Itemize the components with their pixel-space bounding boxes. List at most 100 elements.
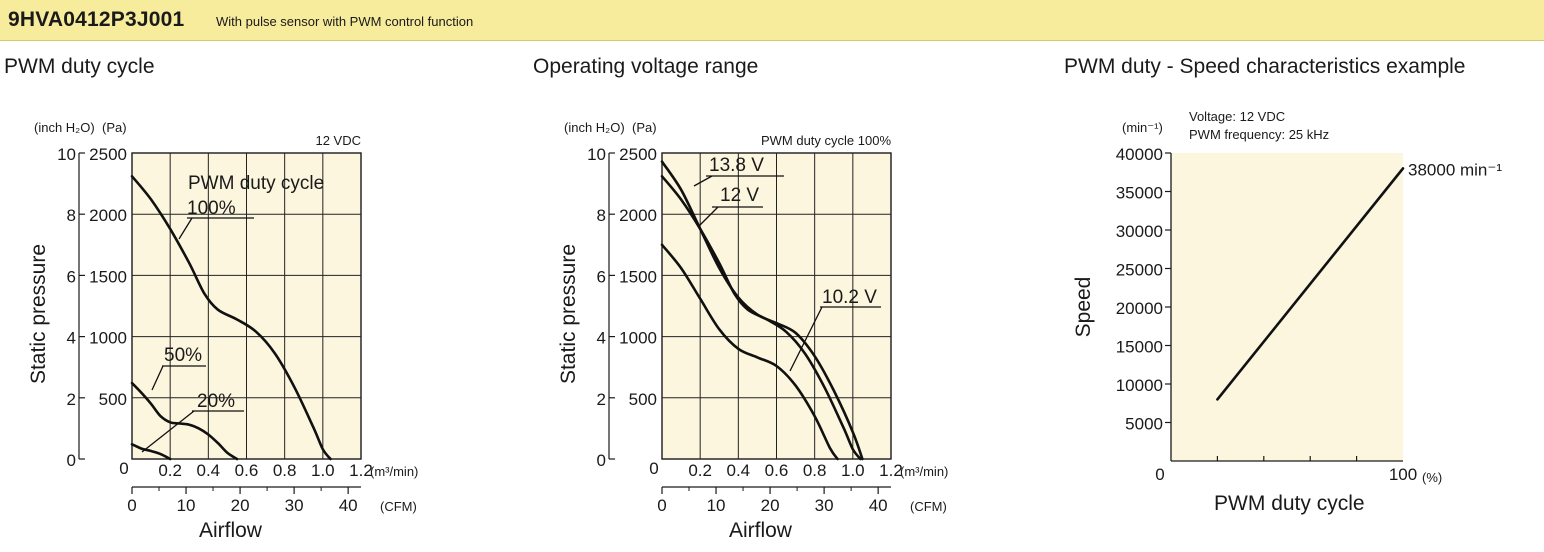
series-curve-0 [130,175,332,461]
y-axis-inch-unit: (inch H₂O) [564,120,625,135]
end-point-annotation: 38000 min⁻¹ [1408,160,1502,179]
y-axis-inch-tick-label: 4 [67,329,76,348]
x-tick-label: 0.2 [688,461,712,480]
x-axis-unit-secondary: (CFM) [380,499,417,514]
x-axis-title: Airflow [729,519,793,542]
y-axis-pa-unit: (Pa) [102,120,127,135]
x-axis-cfm-tick-label: 20 [231,496,250,515]
x-axis-cfm-tick-label: 30 [285,496,304,515]
x-tick-label: 1.2 [879,461,903,480]
y-tick-label: 1500 [619,267,657,286]
x-axis-cfm-tick-label: 0 [127,496,136,515]
x-axis-cfm-tick-label: 30 [815,496,834,515]
y-tick-label: 500 [629,390,657,409]
x-axis-unit-primary: (m³/min) [900,464,948,479]
x-tick-label: 0 [1155,465,1164,484]
y-axis-inch-tick-label: 2 [597,390,606,409]
series-label-50: 50% [164,345,202,366]
y-axis-unit: (min⁻¹) [1122,120,1163,135]
y-axis-inch-tick-label: 6 [597,267,606,286]
y-axis-inch-tick-label: 0 [597,451,606,470]
x-axis-title: PWM duty cycle [1214,492,1365,515]
y-axis-title: Static pressure [557,244,580,384]
series-label-12v: 12 V [720,185,759,206]
y-tick-label: 40000 [1116,145,1163,164]
y-tick-label: 5000 [1125,415,1163,434]
series-label-100: 100% [187,198,236,219]
y-axis-title: Static pressure [27,244,50,384]
y-axis-title: Speed [1072,277,1095,338]
y-axis-inch-tick-label: 4 [597,329,606,348]
y-axis-inch-tick-label: 10 [587,145,606,164]
leader-line [151,365,164,391]
series-curve-1 [130,381,239,461]
y-tick-label: 2000 [89,206,127,225]
leader-line [141,410,195,453]
panel-title-voltage-range: Operating voltage range [533,55,759,78]
x-tick-label: 0.8 [273,461,297,480]
panel-title-speed-characteristics: PWM duty - Speed characteristics example [1064,55,1466,78]
y-tick-label: 2000 [619,206,657,225]
series-curve-2 [660,243,839,461]
y-tick-label: 35000 [1116,184,1163,203]
x-axis-cfm-tick-label: 10 [177,496,196,515]
y-tick-label: 1000 [89,329,127,348]
y-tick-label: 2500 [619,145,657,164]
panel-title-pwm-duty: PWM duty cycle [4,55,155,78]
x-tick-label: 0 [119,459,128,478]
y-axis-inch-tick-label: 0 [67,451,76,470]
y-axis-inch-tick-label: 6 [67,267,76,286]
series-line [1216,167,1405,401]
x-tick-label: 100 [1389,465,1417,484]
x-axis-unit: (%) [1422,470,1442,485]
model-number: 9HVA0412P3J001 [8,8,185,31]
legend-title: PWM duty cycle [188,173,324,194]
leader-line [699,206,719,226]
x-tick-label: 0.4 [727,461,751,480]
x-tick-label: 1.2 [349,461,373,480]
y-tick-label: 20000 [1116,299,1163,318]
chart-condition-frequency: PWM frequency: 25 kHz [1189,127,1329,142]
x-tick-label: 1.0 [311,461,335,480]
y-tick-label: 25000 [1116,261,1163,280]
x-axis-cfm-tick-label: 40 [869,496,888,515]
y-axis-pa-unit: (Pa) [632,120,657,135]
x-axis-title: Airflow [199,519,263,542]
y-axis-inch-unit: (inch H₂O) [34,120,95,135]
x-tick-label: 1.0 [841,461,865,480]
leader-line [178,217,193,240]
y-tick-label: 30000 [1116,222,1163,241]
plot-area [1171,153,1403,461]
x-tick-label: 0.6 [765,461,789,480]
y-tick-label: 500 [99,390,127,409]
series-curve-1 [660,175,862,461]
x-tick-label: 0 [649,459,658,478]
model-description: With pulse sensor with PWM control funct… [216,14,474,29]
leader-line [693,175,713,187]
y-tick-label: 1000 [619,329,657,348]
x-axis-cfm-tick-label: 20 [761,496,780,515]
y-tick-label: 2500 [89,145,127,164]
y-axis-inch-tick-label: 8 [67,206,76,225]
series-label-20: 20% [197,391,235,412]
x-axis-unit-primary: (m³/min) [370,464,418,479]
series-label-10-2v: 10.2 V [822,287,877,308]
y-tick-label: 15000 [1116,338,1163,357]
chart-speed-characteristics: 5000 10000 15000 20000 25000 30000 35000 40000 0… [1072,109,1502,515]
leader-line [789,306,823,372]
y-axis-inch-tick-label: 8 [597,206,606,225]
series-label-13-8v: 13.8 V [709,155,764,176]
chart-condition-voltage: Voltage: 12 VDC [1189,109,1285,124]
series-curve-2 [130,443,172,461]
y-tick-label: 1500 [89,267,127,286]
y-axis-inch-tick-label: 10 [57,145,76,164]
y-tick-label: 10000 [1116,376,1163,395]
chart-condition: 12 VDC [315,133,361,148]
x-tick-label: 0.6 [235,461,259,480]
x-tick-label: 0.8 [803,461,827,480]
x-tick-label: 0.2 [158,461,182,480]
x-axis-cfm-tick-label: 0 [657,496,666,515]
